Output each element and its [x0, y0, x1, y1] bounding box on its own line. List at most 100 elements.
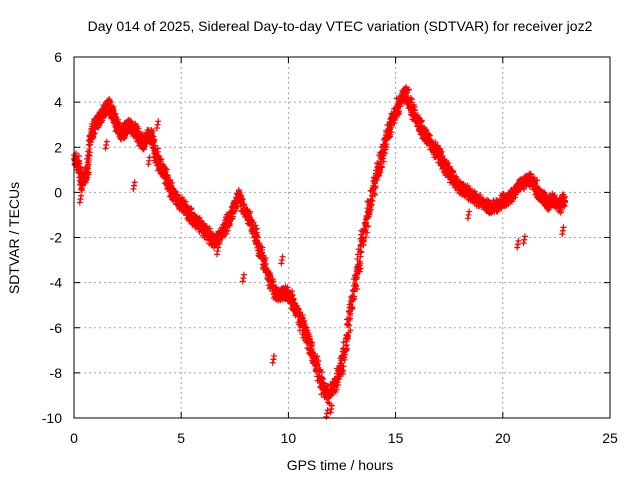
x-tick-label: 10: [281, 430, 297, 446]
data-point: [85, 161, 92, 168]
data-point: [344, 345, 351, 352]
data-point: [86, 153, 93, 160]
data-point: [155, 118, 162, 125]
data-point: [315, 357, 322, 364]
y-tick-label: 0: [54, 184, 62, 200]
data-point: [174, 192, 181, 199]
data-point: [432, 139, 439, 146]
data-point: [289, 291, 296, 298]
data-point: [541, 190, 548, 197]
data-point: [378, 163, 385, 170]
data-point: [215, 244, 222, 251]
data-point: [372, 184, 379, 191]
data-point: [551, 192, 558, 199]
data-point: [303, 324, 310, 331]
data-point: [521, 236, 528, 243]
data-point: [278, 257, 285, 264]
data-point: [112, 113, 119, 120]
data-point: [364, 229, 371, 236]
y-tick-label: -8: [50, 365, 63, 381]
data-point: [362, 234, 369, 241]
data-point: [356, 268, 363, 275]
data-point: [351, 288, 358, 295]
data-point: [314, 363, 321, 370]
data-point: [308, 343, 315, 350]
data-point: [271, 352, 278, 359]
data-point: [514, 244, 521, 251]
data-point: [164, 172, 171, 179]
data-point: [332, 388, 339, 395]
data-point: [145, 161, 152, 168]
data-point: [466, 185, 473, 192]
data-point: [465, 211, 472, 218]
data-point: [267, 272, 274, 279]
data-point: [214, 251, 221, 258]
data-point: [369, 197, 376, 204]
data-point: [229, 215, 236, 222]
x-axis-label: GPS time / hours: [287, 457, 394, 473]
data-point: [146, 157, 153, 164]
data-point: [349, 304, 356, 311]
data-point: [360, 241, 367, 248]
data-point: [270, 356, 277, 363]
y-tick-label: -4: [50, 275, 63, 291]
data-point: [505, 201, 512, 208]
data-point: [402, 91, 409, 98]
data-point: [86, 146, 93, 153]
data-point: [323, 410, 330, 417]
data-point: [357, 253, 364, 260]
data-point: [527, 171, 534, 178]
data-point: [352, 281, 359, 288]
y-tick-label: -6: [50, 320, 63, 336]
data-point: [410, 107, 417, 114]
data-point: [438, 148, 445, 155]
data-point: [388, 124, 395, 131]
data-point: [83, 176, 90, 183]
data-point: [354, 285, 361, 292]
data-point: [347, 310, 354, 317]
data-point: [387, 131, 394, 138]
data-point: [343, 338, 350, 345]
data-point: [559, 231, 566, 238]
data-point: [146, 154, 153, 161]
data-point: [464, 215, 471, 222]
data-point: [82, 179, 89, 186]
data-point: [562, 199, 569, 206]
data-point: [340, 339, 347, 346]
data-point: [102, 145, 109, 152]
data-point: [327, 409, 334, 416]
data-point: [520, 240, 527, 247]
y-tick-label: -2: [50, 230, 63, 246]
data-point: [240, 275, 247, 282]
data-point: [206, 225, 213, 232]
data-point: [376, 168, 383, 175]
y-axis-label: SDTVAR / TECUs: [6, 182, 22, 294]
x-tick-label: 0: [70, 430, 78, 446]
x-tick-labels: 0 5 10 15 20 25: [70, 430, 618, 446]
data-points: [71, 83, 569, 420]
data-point: [158, 156, 165, 163]
data-point: [150, 128, 157, 135]
data-point: [357, 248, 364, 255]
data-point: [377, 169, 384, 176]
data-point: [254, 234, 261, 241]
data-point: [224, 227, 231, 234]
data-point: [78, 186, 85, 193]
data-point: [182, 198, 189, 205]
data-point: [344, 333, 351, 340]
data-point: [365, 213, 372, 220]
data-point: [450, 169, 457, 176]
data-point: [379, 155, 386, 162]
data-point: [380, 158, 387, 165]
data-point: [333, 379, 340, 386]
data-point: [153, 125, 160, 132]
data-point: [319, 369, 326, 376]
data-point: [340, 368, 347, 375]
data-point: [235, 187, 242, 194]
y-tick-label: 4: [54, 94, 62, 110]
data-point: [367, 206, 374, 213]
data-point: [382, 146, 389, 153]
data-point: [357, 260, 364, 267]
data-point: [107, 99, 114, 106]
